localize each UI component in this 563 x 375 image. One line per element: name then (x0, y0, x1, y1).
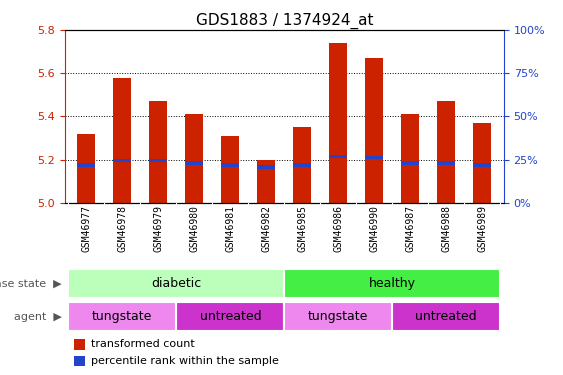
Title: GDS1883 / 1374924_at: GDS1883 / 1374924_at (195, 12, 373, 28)
Text: GSM46978: GSM46978 (117, 205, 127, 252)
Text: tungstate: tungstate (308, 310, 369, 323)
Text: GSM46986: GSM46986 (333, 205, 343, 252)
Text: GSM46979: GSM46979 (153, 205, 163, 252)
Bar (257, 160, 275, 203)
Text: GSM46985: GSM46985 (297, 205, 307, 252)
Bar (68, 302, 176, 331)
Bar (329, 43, 347, 203)
Text: tungstate: tungstate (92, 310, 153, 323)
Text: percentile rank within the sample: percentile rank within the sample (91, 356, 279, 366)
Bar (293, 127, 311, 203)
Bar (113, 78, 131, 203)
Text: diabetic: diabetic (151, 277, 202, 290)
Bar (77, 164, 95, 167)
Text: untreated: untreated (415, 310, 477, 323)
Text: transformed count: transformed count (91, 339, 195, 349)
Text: GSM46988: GSM46988 (441, 205, 452, 252)
Bar (365, 156, 383, 159)
Text: disease state  ▶: disease state ▶ (0, 279, 62, 289)
Text: GSM46989: GSM46989 (477, 205, 488, 252)
Text: healthy: healthy (369, 277, 416, 290)
Bar (284, 269, 501, 298)
Text: untreated: untreated (199, 310, 261, 323)
Bar (293, 164, 311, 167)
Bar (473, 123, 491, 203)
Bar (401, 114, 419, 203)
Bar (401, 161, 419, 165)
Bar (257, 165, 275, 169)
Text: agent  ▶: agent ▶ (14, 312, 62, 322)
Text: GSM46982: GSM46982 (261, 205, 271, 252)
Bar (68, 269, 284, 298)
Bar (437, 161, 455, 165)
Text: GSM46977: GSM46977 (81, 205, 91, 252)
Bar (221, 164, 239, 167)
Bar (185, 161, 203, 165)
Bar (473, 164, 491, 167)
Text: GSM46980: GSM46980 (189, 205, 199, 252)
Text: GSM46987: GSM46987 (405, 205, 415, 252)
Bar (113, 159, 131, 162)
Bar (329, 154, 347, 158)
Bar (149, 159, 167, 162)
Text: GSM46981: GSM46981 (225, 205, 235, 252)
Bar (365, 58, 383, 203)
Bar (74, 356, 84, 366)
Bar (437, 101, 455, 203)
Bar (221, 136, 239, 203)
Bar (74, 339, 84, 350)
Text: GSM46990: GSM46990 (369, 205, 379, 252)
Bar (149, 101, 167, 203)
Bar (77, 134, 95, 203)
Bar (392, 302, 501, 331)
Bar (284, 302, 392, 331)
Bar (185, 114, 203, 203)
Bar (176, 302, 284, 331)
